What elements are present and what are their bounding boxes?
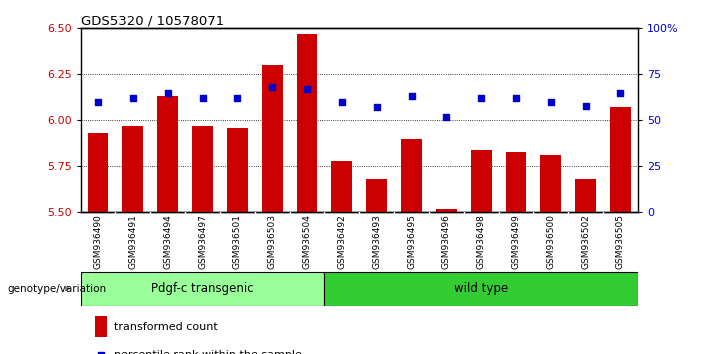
Point bbox=[95, 352, 107, 354]
Bar bbox=[81, 272, 325, 306]
Text: GSM936502: GSM936502 bbox=[581, 214, 590, 269]
Point bbox=[232, 96, 243, 101]
Text: GDS5320 / 10578071: GDS5320 / 10578071 bbox=[81, 14, 224, 27]
Bar bbox=[297, 34, 318, 212]
Bar bbox=[123, 126, 143, 212]
Bar bbox=[610, 108, 631, 212]
Point bbox=[406, 93, 417, 99]
Bar bbox=[505, 152, 526, 212]
Text: Pdgf-c transgenic: Pdgf-c transgenic bbox=[151, 282, 254, 295]
Bar bbox=[325, 272, 638, 306]
Bar bbox=[470, 150, 491, 212]
Point bbox=[475, 96, 486, 101]
Text: GSM936491: GSM936491 bbox=[128, 214, 137, 269]
Point bbox=[545, 99, 557, 105]
Text: GSM936494: GSM936494 bbox=[163, 214, 172, 269]
Point bbox=[371, 105, 382, 110]
Text: GSM936499: GSM936499 bbox=[512, 214, 521, 269]
Bar bbox=[88, 133, 109, 212]
Text: GSM936493: GSM936493 bbox=[372, 214, 381, 269]
Text: GSM936492: GSM936492 bbox=[337, 214, 346, 269]
Point bbox=[266, 84, 278, 90]
Text: wild type: wild type bbox=[454, 282, 508, 295]
Point bbox=[336, 99, 348, 105]
Bar bbox=[576, 179, 596, 212]
Point bbox=[128, 96, 139, 101]
Point bbox=[197, 96, 208, 101]
Bar bbox=[227, 128, 248, 212]
Bar bbox=[332, 161, 353, 212]
Point bbox=[93, 99, 104, 105]
Point bbox=[441, 114, 452, 120]
Bar bbox=[261, 65, 283, 212]
Point bbox=[510, 96, 522, 101]
Text: GSM936503: GSM936503 bbox=[268, 214, 277, 269]
Text: GSM936501: GSM936501 bbox=[233, 214, 242, 269]
Text: GSM936498: GSM936498 bbox=[477, 214, 486, 269]
Bar bbox=[401, 139, 422, 212]
Point bbox=[615, 90, 626, 96]
Bar bbox=[366, 179, 387, 212]
Text: GSM936497: GSM936497 bbox=[198, 214, 207, 269]
Text: transformed count: transformed count bbox=[114, 321, 218, 332]
Text: percentile rank within the sample: percentile rank within the sample bbox=[114, 350, 302, 354]
Text: GSM936496: GSM936496 bbox=[442, 214, 451, 269]
Text: GSM936495: GSM936495 bbox=[407, 214, 416, 269]
Text: GSM936505: GSM936505 bbox=[616, 214, 625, 269]
Bar bbox=[95, 316, 107, 337]
Text: GSM936500: GSM936500 bbox=[546, 214, 555, 269]
Point bbox=[162, 90, 173, 96]
Point bbox=[580, 103, 591, 108]
Text: GSM936504: GSM936504 bbox=[303, 214, 311, 269]
Point bbox=[301, 86, 313, 92]
Bar bbox=[157, 96, 178, 212]
Bar bbox=[540, 155, 562, 212]
Text: GSM936490: GSM936490 bbox=[93, 214, 102, 269]
Text: genotype/variation: genotype/variation bbox=[7, 284, 106, 293]
Bar bbox=[436, 209, 457, 212]
Bar bbox=[192, 126, 213, 212]
